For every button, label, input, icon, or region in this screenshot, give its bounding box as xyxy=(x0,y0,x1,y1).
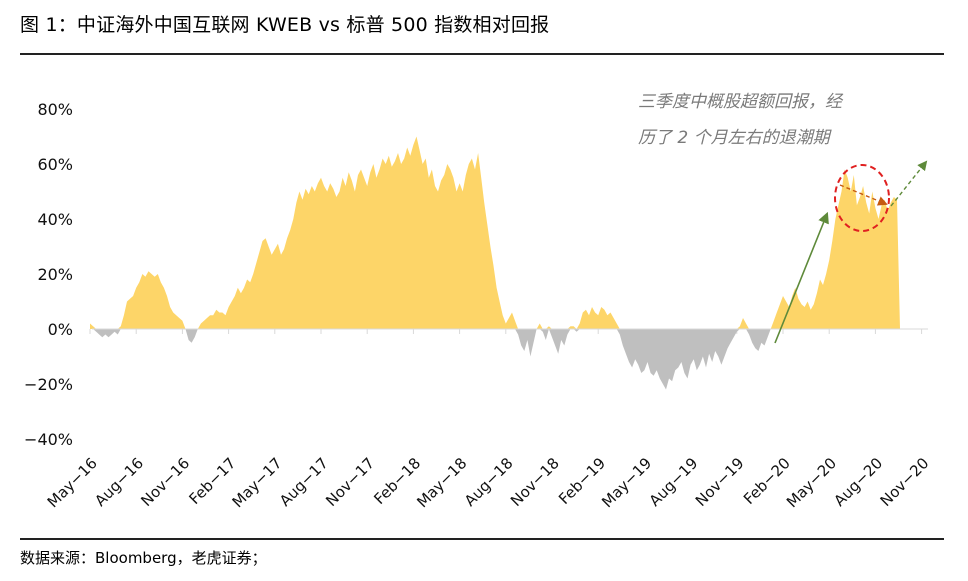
x-tick-label: Aug−20 xyxy=(830,454,886,510)
bottom-rule xyxy=(20,538,944,540)
series-area-negative xyxy=(90,329,900,390)
retreat-arrow xyxy=(839,184,888,206)
x-tick-label: May−20 xyxy=(783,454,840,511)
y-tick-label: 20% xyxy=(37,265,73,284)
y-tick-label: −20% xyxy=(24,375,73,394)
x-tick-label: May−17 xyxy=(229,454,286,511)
x-tick-label: Aug−16 xyxy=(91,454,147,510)
outlook-arrow xyxy=(890,160,928,207)
x-tick-label: Aug−17 xyxy=(276,454,332,510)
y-tick-label: 0% xyxy=(48,320,73,339)
y-tick-label: 60% xyxy=(37,155,73,174)
x-tick-label: Aug−18 xyxy=(461,454,517,510)
x-tick-label: Nov−20 xyxy=(877,454,933,510)
x-tick-label: May−16 xyxy=(44,454,101,511)
x-tick-label: Nov−16 xyxy=(137,454,193,510)
series-area-positive xyxy=(90,136,900,329)
x-tick-label: May−18 xyxy=(413,454,470,511)
x-tick-label: Nov−17 xyxy=(322,454,378,510)
y-tick-label: 40% xyxy=(37,210,73,229)
x-tick-label: Aug−19 xyxy=(646,454,702,510)
x-tick-label: Nov−18 xyxy=(507,454,563,510)
source-note: 数据来源：Bloomberg，老虎证券； xyxy=(20,549,267,567)
annotation-line-2: 历了 2 个月左右的退潮期 xyxy=(638,128,833,148)
rise-arrow xyxy=(774,211,829,344)
y-tick-label: 80% xyxy=(37,100,73,119)
top-rule xyxy=(20,53,944,55)
annotation-line-1: 三季度中概股超额回报，经 xyxy=(638,92,844,112)
x-tick-label: Nov−19 xyxy=(692,454,748,510)
highlight-circle xyxy=(834,164,890,232)
chart-title: 图 1：中证海外中国互联网 KWEB vs 标普 500 指数相对回报 xyxy=(20,14,550,36)
x-tick-label: May−19 xyxy=(598,454,655,511)
y-tick-label: −40% xyxy=(24,430,73,449)
